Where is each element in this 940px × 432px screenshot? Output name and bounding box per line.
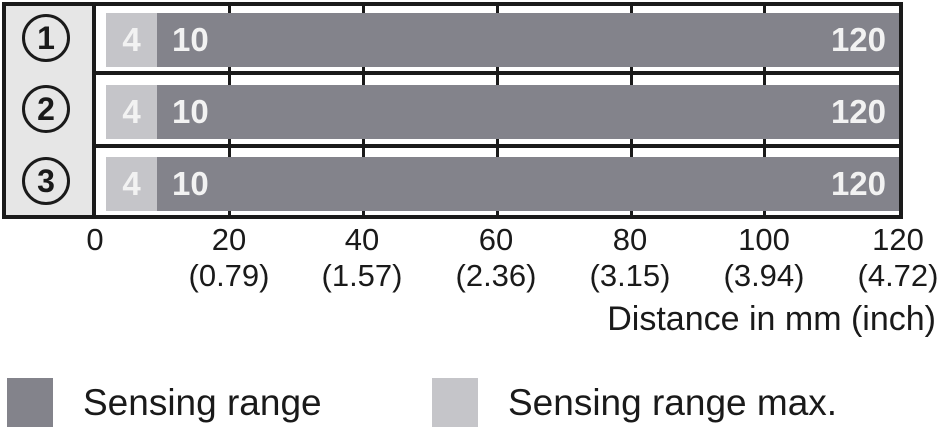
tick-inch-label: (2.36) (455, 258, 537, 293)
bar-segment-sensing-range (157, 157, 899, 211)
bar-value-start: 10 (172, 21, 209, 58)
x-tick-40: 40 (1.57) (322, 222, 403, 294)
row-separator-2 (2, 144, 903, 148)
x-tick-60: 60 (2.36) (456, 222, 537, 294)
legend-swatch-light-gray (432, 378, 478, 427)
tick-mm-label: 80 (612, 222, 648, 257)
bar-segment-sensing-range (157, 85, 899, 139)
tick-mm-label: 60 (478, 222, 514, 257)
bar-segment-sensing-range (157, 13, 899, 67)
legend-item-sensing-range: Sensing range (7, 378, 322, 427)
x-tick-120: 120 (4.72) (858, 222, 939, 294)
tick-inch-label: (1.57) (321, 258, 403, 293)
legend-label: Sensing range (83, 381, 322, 423)
bar-segment-sensing-range-max (106, 13, 157, 67)
tick-mm-label: 40 (344, 222, 380, 257)
bar-value-end: 120 (830, 21, 886, 58)
bar-segment-sensing-range-max (106, 85, 157, 139)
tick-mm-label: 100 (738, 222, 790, 257)
legend-item-sensing-range-max: Sensing range max. (432, 378, 837, 427)
bar-row-2: 4 10 120 (96, 85, 899, 139)
tick-mm-label: 20 (211, 222, 247, 257)
legend-label: Sensing range max. (508, 381, 838, 423)
bar-value-end: 120 (830, 93, 886, 130)
tick-inch-label: (3.94) (723, 258, 805, 293)
bar-value-max: 4 (122, 165, 141, 202)
bar-value-start: 10 (172, 165, 209, 202)
tick-inch-label: (4.72) (857, 258, 939, 293)
bar-value-start: 10 (172, 93, 209, 130)
bar-row-3: 4 10 120 (96, 157, 899, 211)
row-separator-1 (2, 71, 903, 75)
x-tick-0: 0 (86, 222, 103, 258)
tick-inch-label: (3.15) (589, 258, 671, 293)
tick-mm-label: 120 (872, 222, 924, 257)
row-badge-3: 3 (22, 157, 70, 205)
legend-swatch-dark-gray (7, 378, 53, 427)
bar-row-1: 4 10 120 (96, 13, 899, 67)
row-badge-1: 1 (22, 14, 70, 62)
bar-value-max: 4 (122, 21, 141, 58)
row-badge-2: 2 (22, 85, 70, 133)
tick-inch-label: (0.79) (188, 258, 270, 293)
x-tick-100: 100 (3.94) (724, 222, 805, 294)
x-tick-20: 20 (0.79) (189, 222, 270, 294)
tick-mm-label: 0 (86, 222, 104, 257)
bar-segment-sensing-range-max (106, 157, 157, 211)
bar-value-max: 4 (122, 93, 141, 130)
bar-value-end: 120 (830, 165, 886, 202)
x-axis-title: Distance in mm (inch) (607, 300, 936, 338)
x-tick-80: 80 (3.15) (590, 222, 671, 294)
